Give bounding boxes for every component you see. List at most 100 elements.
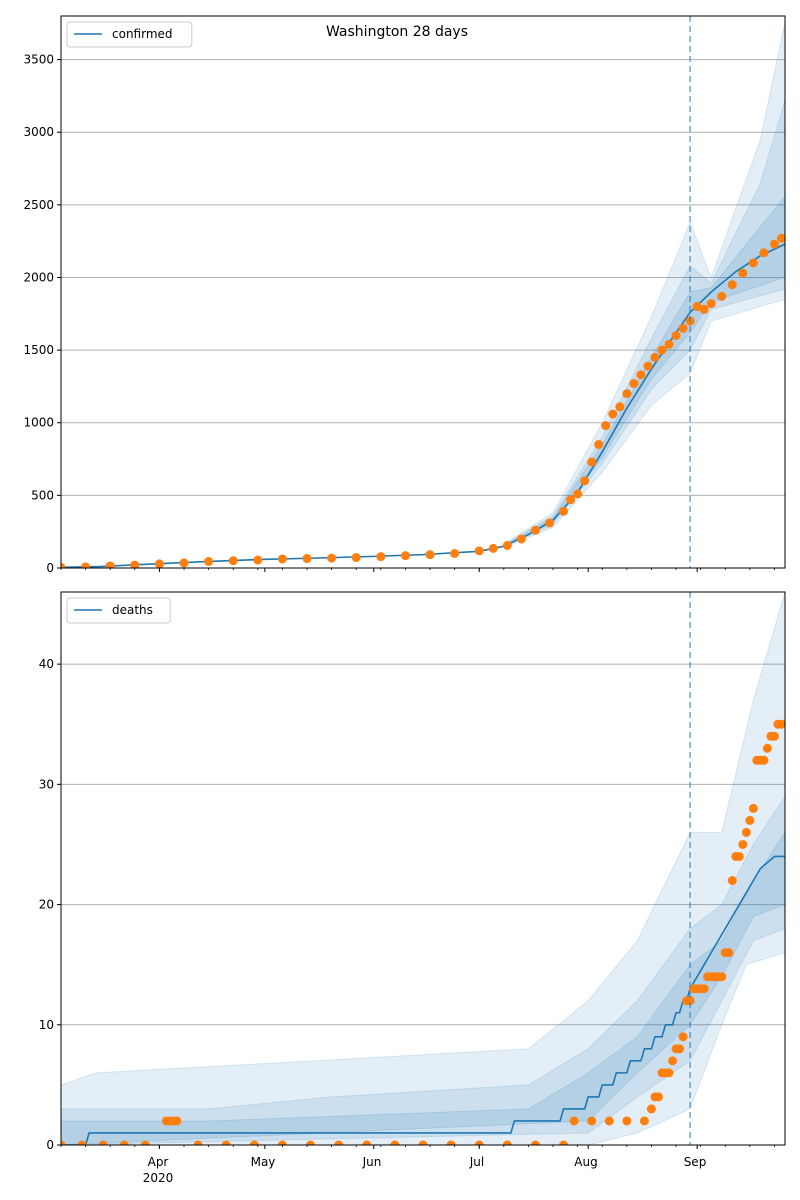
- confirmed-legend-box: [66, 21, 193, 48]
- deaths-observed-point: [98, 1140, 108, 1145]
- confirmed-y-tick-label: 3500: [23, 53, 54, 67]
- deaths-observed-point: [717, 972, 727, 982]
- confirmed-observed-point: [81, 562, 91, 568]
- x-axis-labels: Apr May Jun Jul Aug Sep 2020: [143, 1155, 707, 1185]
- confirmed-band-inner: [503, 195, 785, 548]
- deaths-observed-point: [446, 1140, 456, 1145]
- confirmed-observed-point: [776, 233, 785, 243]
- confirmed-observed-point: [400, 551, 410, 561]
- deaths-observed-point: [530, 1140, 540, 1145]
- confirmed-observed-point: [105, 561, 115, 568]
- deaths-observed-point: [390, 1140, 400, 1145]
- deaths-observed-point: [685, 996, 695, 1006]
- confirmed-observed-point: [204, 556, 214, 566]
- confirmed-y-tick-label: 500: [31, 488, 54, 502]
- confirmed-observed-point: [61, 562, 66, 568]
- deaths-observed-point: [587, 1116, 597, 1126]
- confirmed-observed-point: [154, 559, 164, 568]
- confirmed-y-tick-label: 1000: [23, 416, 54, 430]
- confirmed-observed-point: [587, 457, 597, 467]
- deaths-plot-frame: [60, 591, 786, 1146]
- confirmed-observed-point: [573, 489, 583, 499]
- deaths-observed-point: [724, 948, 734, 958]
- confirmed-observed-point: [608, 409, 618, 419]
- deaths-observed-point: [622, 1116, 632, 1126]
- x-tick-label-apr: Apr: [148, 1155, 169, 1169]
- deaths-legend-label: deaths: [112, 603, 153, 617]
- confirmed-legend: confirmed: [66, 21, 193, 48]
- confirmed-band-middle: [503, 100, 785, 548]
- deaths-legend: deaths: [66, 597, 171, 624]
- confirmed-observed-point: [692, 302, 702, 312]
- confirmed-observed-point: [376, 552, 386, 562]
- confirmed-observed-point: [699, 304, 709, 314]
- confirmed-observed-point: [657, 345, 667, 355]
- confirmed-observed-point: [738, 268, 748, 278]
- confirmed-chart: 0 500 1000 1500 2000 2500 3000 3500 confirmed: [23, 15, 786, 575]
- confirmed-plot-frame: [60, 15, 786, 569]
- deaths-observed-point: [748, 803, 758, 813]
- deaths-observed-point: [77, 1140, 87, 1145]
- deaths-y-tick-label: 10: [39, 1018, 54, 1032]
- deaths-observed-point: [474, 1140, 484, 1145]
- confirmed-observed-point: [769, 239, 779, 249]
- confirmed-observed-point: [717, 291, 727, 301]
- confirmed-observed-point: [601, 421, 611, 431]
- deaths-observed-point: [249, 1140, 259, 1145]
- deaths-observed-point: [140, 1140, 150, 1145]
- deaths-observed-point: [759, 755, 769, 765]
- confirmed-observed-point: [559, 506, 569, 516]
- confirmed-observed-point: [327, 553, 337, 563]
- confirmed-observed-point: [636, 370, 646, 380]
- confirmed-observed-point: [706, 299, 716, 309]
- deaths-observed-point: [559, 1140, 569, 1145]
- confirmed-observed-point: [228, 556, 238, 566]
- deaths-legend-box: [66, 597, 171, 624]
- confirmed-observed-point: [302, 554, 312, 564]
- deaths-y-tick-label: 0: [46, 1138, 54, 1152]
- deaths-observed-point: [61, 1140, 66, 1145]
- confirmed-observed-point: [678, 323, 688, 333]
- deaths-y-tick-label: 40: [39, 657, 54, 671]
- deaths-observed-point: [172, 1116, 182, 1126]
- deaths-observed-point: [639, 1116, 649, 1126]
- confirmed-legend-label: confirmed: [112, 27, 173, 41]
- confirmed-observed-point: [650, 352, 660, 362]
- deaths-observed-point: [418, 1140, 428, 1145]
- deaths-chart: 0 10 20 30 40 deaths: [39, 591, 786, 1152]
- confirmed-observed-point: [643, 361, 653, 371]
- deaths-model-line: [61, 855, 785, 1145]
- confirmed-observed-point: [727, 280, 737, 290]
- deaths-observed-point: [306, 1140, 316, 1145]
- confirmed-observed-point: [516, 534, 526, 544]
- x-tick-label-may: May: [251, 1155, 276, 1169]
- deaths-observed-point: [277, 1140, 287, 1145]
- x-year-label: 2020: [143, 1171, 174, 1185]
- deaths-observed-point: [569, 1116, 579, 1126]
- deaths-band-inner: [61, 831, 785, 1145]
- confirmed-observed-point: [488, 543, 498, 553]
- deaths-observed-point: [664, 1068, 674, 1078]
- deaths-observed-point: [502, 1140, 512, 1145]
- deaths-observed-point: [738, 839, 748, 849]
- deaths-observed-point: [776, 719, 785, 729]
- x-tick-label-jun: Jun: [362, 1155, 382, 1169]
- confirmed-observed-point: [277, 554, 287, 564]
- deaths-observed-point: [119, 1140, 129, 1145]
- confirmed-observed-point: [179, 558, 189, 568]
- confirmed-observed-point: [594, 440, 604, 450]
- deaths-band-middle: [61, 795, 785, 1145]
- deaths-observed-point: [727, 876, 737, 886]
- x-tick-label-sep: Sep: [684, 1155, 707, 1169]
- confirmed-observed-point: [566, 495, 576, 505]
- confirmed-observed-point: [629, 379, 639, 389]
- confirmed-y-tick-label: 2500: [23, 198, 54, 212]
- confirmed-observed-point: [580, 476, 590, 486]
- confirmed-observed-point: [748, 258, 758, 268]
- confirmed-y-tick-label: 0: [46, 561, 54, 575]
- confirmed-observed-point: [253, 555, 263, 565]
- deaths-observed-point: [653, 1092, 663, 1102]
- deaths-observed-point: [734, 851, 744, 861]
- x-tick-label-aug: Aug: [574, 1155, 597, 1169]
- confirmed-observed-point: [530, 525, 540, 535]
